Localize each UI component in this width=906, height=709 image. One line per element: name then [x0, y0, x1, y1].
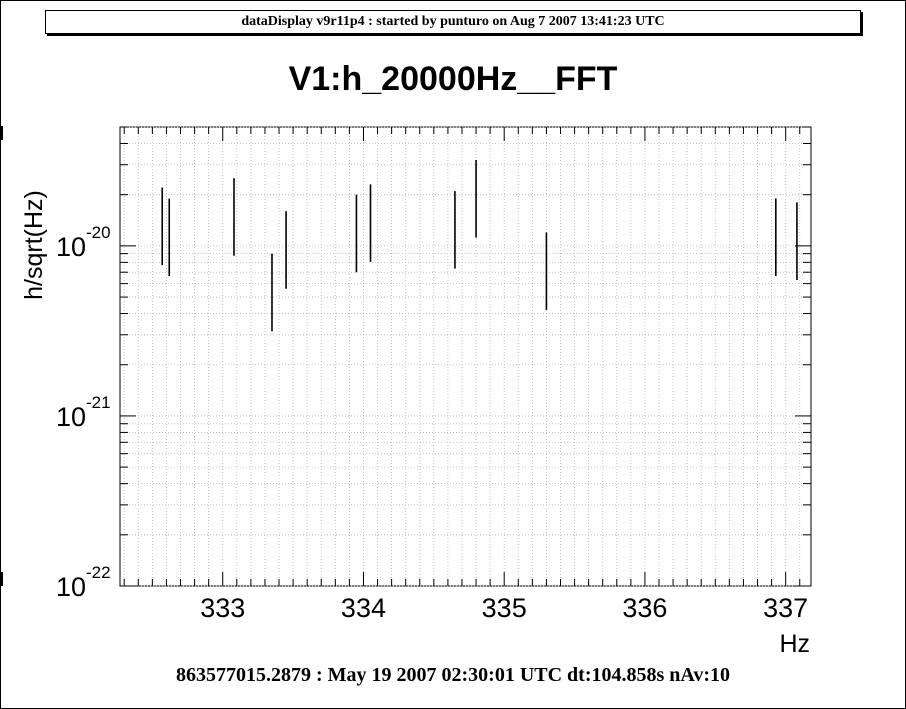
- y-tick-label: 10: [56, 402, 86, 432]
- footer-info: 863577015.2879 : May 19 2007 02:30:01 UT…: [175, 664, 731, 686]
- x-axis-label: Hz: [779, 630, 810, 658]
- y-tick-label: 10: [56, 232, 86, 262]
- y-tick-label-exponent: -20: [86, 223, 111, 242]
- x-tick-label: 337: [763, 593, 808, 623]
- plot-frame: [119, 126, 812, 587]
- y-tick-label-exponent: -21: [86, 393, 111, 412]
- left-edge-mark-bottom: [1, 572, 3, 586]
- y-tick-label-exponent: -22: [86, 563, 111, 582]
- left-edge-mark-top: [1, 126, 3, 140]
- y-tick-label: 10: [56, 572, 86, 602]
- x-tick-label: 334: [341, 593, 386, 623]
- x-tick-label: 336: [622, 593, 667, 623]
- x-tick-label: 335: [482, 593, 527, 623]
- chart-title: V1:h_20000Hz__FFT: [288, 60, 618, 98]
- tick-layer: [120, 126, 811, 587]
- peak-layer: [161, 159, 798, 332]
- y-axis-label: h/sqrt(Hz): [20, 190, 48, 300]
- x-tick-label: 333: [200, 593, 245, 623]
- grid-layer: [120, 126, 811, 587]
- header-box: dataDisplay v9r11p4 : started by punturo…: [45, 10, 861, 34]
